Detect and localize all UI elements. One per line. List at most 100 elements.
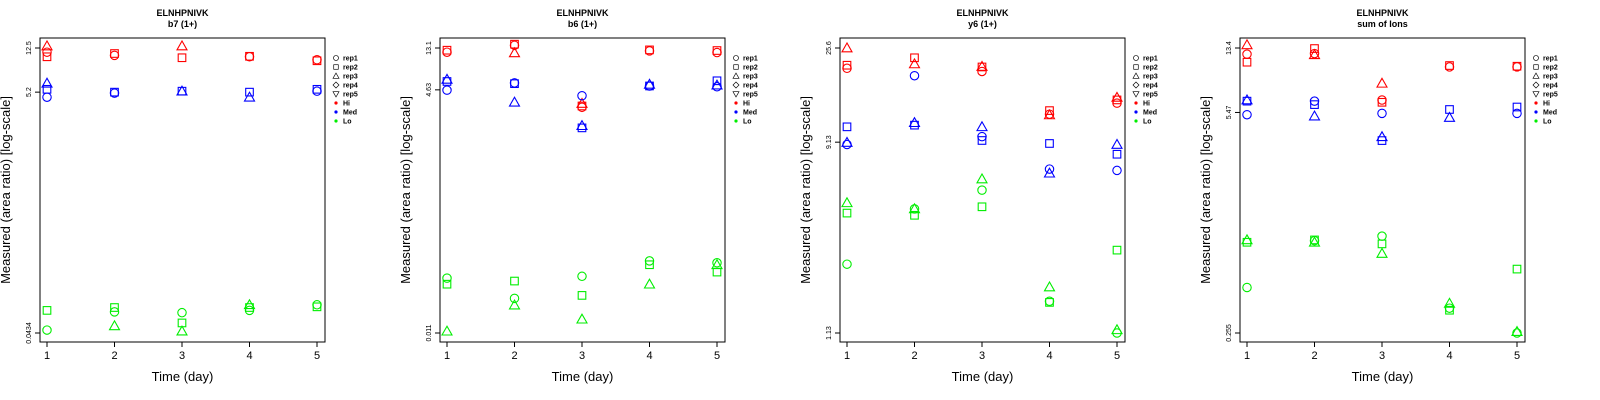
legend-marker <box>333 55 339 61</box>
data-point <box>245 87 254 97</box>
data-point <box>908 116 921 128</box>
data-point <box>1443 111 1456 122</box>
legend-color-dot <box>734 101 738 105</box>
legend-marker <box>1132 91 1140 98</box>
legend-marker-shape <box>1532 91 1540 98</box>
legend-marker-shape <box>1532 81 1540 89</box>
legend-label: rep5 <box>343 92 358 99</box>
data-point <box>441 325 453 336</box>
x-tick-label: 3 <box>1379 350 1385 362</box>
legend-marker-shape <box>333 64 339 70</box>
data-point <box>312 302 322 312</box>
data-point <box>976 172 988 184</box>
data-point <box>508 96 521 107</box>
data-point <box>842 60 852 70</box>
legend-marker <box>1133 64 1139 70</box>
legend-marker-shape <box>732 72 740 79</box>
data-point <box>842 63 852 74</box>
legend-marker-shape <box>1132 91 1140 98</box>
data-point <box>1111 323 1123 335</box>
y-tick-label: 13.1 <box>426 41 433 55</box>
series-med <box>841 70 1123 178</box>
chart-title: ELNHPNIVK <box>956 8 1009 18</box>
legend-label: rep4 <box>1143 83 1158 90</box>
data-point <box>441 73 453 84</box>
legend-marker-shape <box>332 72 340 79</box>
data-point <box>509 293 520 304</box>
legend-marker <box>333 64 339 70</box>
legend-marker <box>733 55 739 61</box>
data-point <box>1310 44 1319 53</box>
data-point <box>908 57 921 69</box>
data-point <box>1512 102 1522 112</box>
data-point <box>712 46 722 55</box>
legend-label: rep4 <box>743 83 758 90</box>
data-point <box>1044 164 1055 174</box>
legend-marker-shape <box>1533 55 1539 61</box>
legend: rep1 rep2 rep3 rep4 rep5 Hi Med Lo <box>732 55 758 126</box>
legend-label: Hi <box>343 101 350 108</box>
legend-label: rep2 <box>743 65 758 72</box>
data-point <box>312 56 322 66</box>
x-tick-label: 2 <box>1311 350 1317 362</box>
data-point <box>176 325 188 336</box>
legend-color-dot <box>734 110 738 114</box>
data-point <box>1377 108 1387 119</box>
legend-marker <box>1533 55 1539 61</box>
data-point <box>1112 165 1122 176</box>
legend-label: rep2 <box>1143 65 1158 72</box>
data-point <box>508 298 521 310</box>
data-point <box>243 298 256 310</box>
data-point <box>508 46 521 58</box>
x-tick-label: 3 <box>579 350 585 362</box>
data-point <box>977 66 987 77</box>
legend-marker <box>732 91 740 98</box>
legend-marker-shape <box>1132 72 1140 79</box>
data-point <box>1045 298 1054 307</box>
data-point <box>442 85 452 95</box>
data-point <box>909 70 920 81</box>
data-point <box>842 259 852 269</box>
data-point <box>1045 139 1054 148</box>
chart-title: ELNHPNIVK <box>1356 8 1409 18</box>
data-point <box>177 53 187 63</box>
data-point <box>42 325 52 335</box>
data-point <box>1112 149 1122 159</box>
data-point <box>1043 167 1056 178</box>
data-point <box>42 306 52 315</box>
legend-label: rep4 <box>343 83 358 90</box>
y-tick-label: 25.6 <box>826 41 833 55</box>
y-tick-label: 0.255 <box>1226 324 1233 342</box>
y-axis-label: Measured (area ratio) [log-scale] <box>798 96 813 284</box>
legend-label: rep1 <box>743 56 758 63</box>
x-tick-label: 1 <box>844 350 850 362</box>
legend-label: Lo <box>343 119 352 126</box>
legend-color-dot <box>1534 101 1538 105</box>
series-med <box>441 73 723 133</box>
legend: rep1 rep2 rep3 rep4 rep5 Hi Med Lo <box>1132 55 1158 126</box>
x-tick-label: 5 <box>1514 350 1520 362</box>
data-point <box>643 278 656 289</box>
legend-marker-shape <box>732 91 740 98</box>
data-point <box>1241 93 1253 105</box>
legend-marker-shape <box>1132 81 1140 89</box>
y-tick-label: 5.47 <box>1226 106 1233 120</box>
data-point <box>110 87 119 97</box>
legend-marker-shape <box>1133 55 1139 61</box>
data-point <box>245 51 254 61</box>
data-point <box>841 136 853 147</box>
legend-color-dot <box>1534 119 1538 123</box>
data-point <box>1443 297 1456 308</box>
legend-marker <box>1532 81 1540 89</box>
data-point <box>510 79 519 89</box>
legend-label: rep3 <box>1143 74 1158 81</box>
data-point <box>176 85 188 96</box>
data-point <box>1445 61 1454 70</box>
data-point <box>1511 325 1523 336</box>
series-lo <box>42 298 322 336</box>
x-tick-label: 3 <box>979 350 985 362</box>
x-axis-label: Time (day) <box>1352 369 1414 384</box>
data-point <box>1308 109 1321 121</box>
legend-color-dot <box>734 119 738 123</box>
